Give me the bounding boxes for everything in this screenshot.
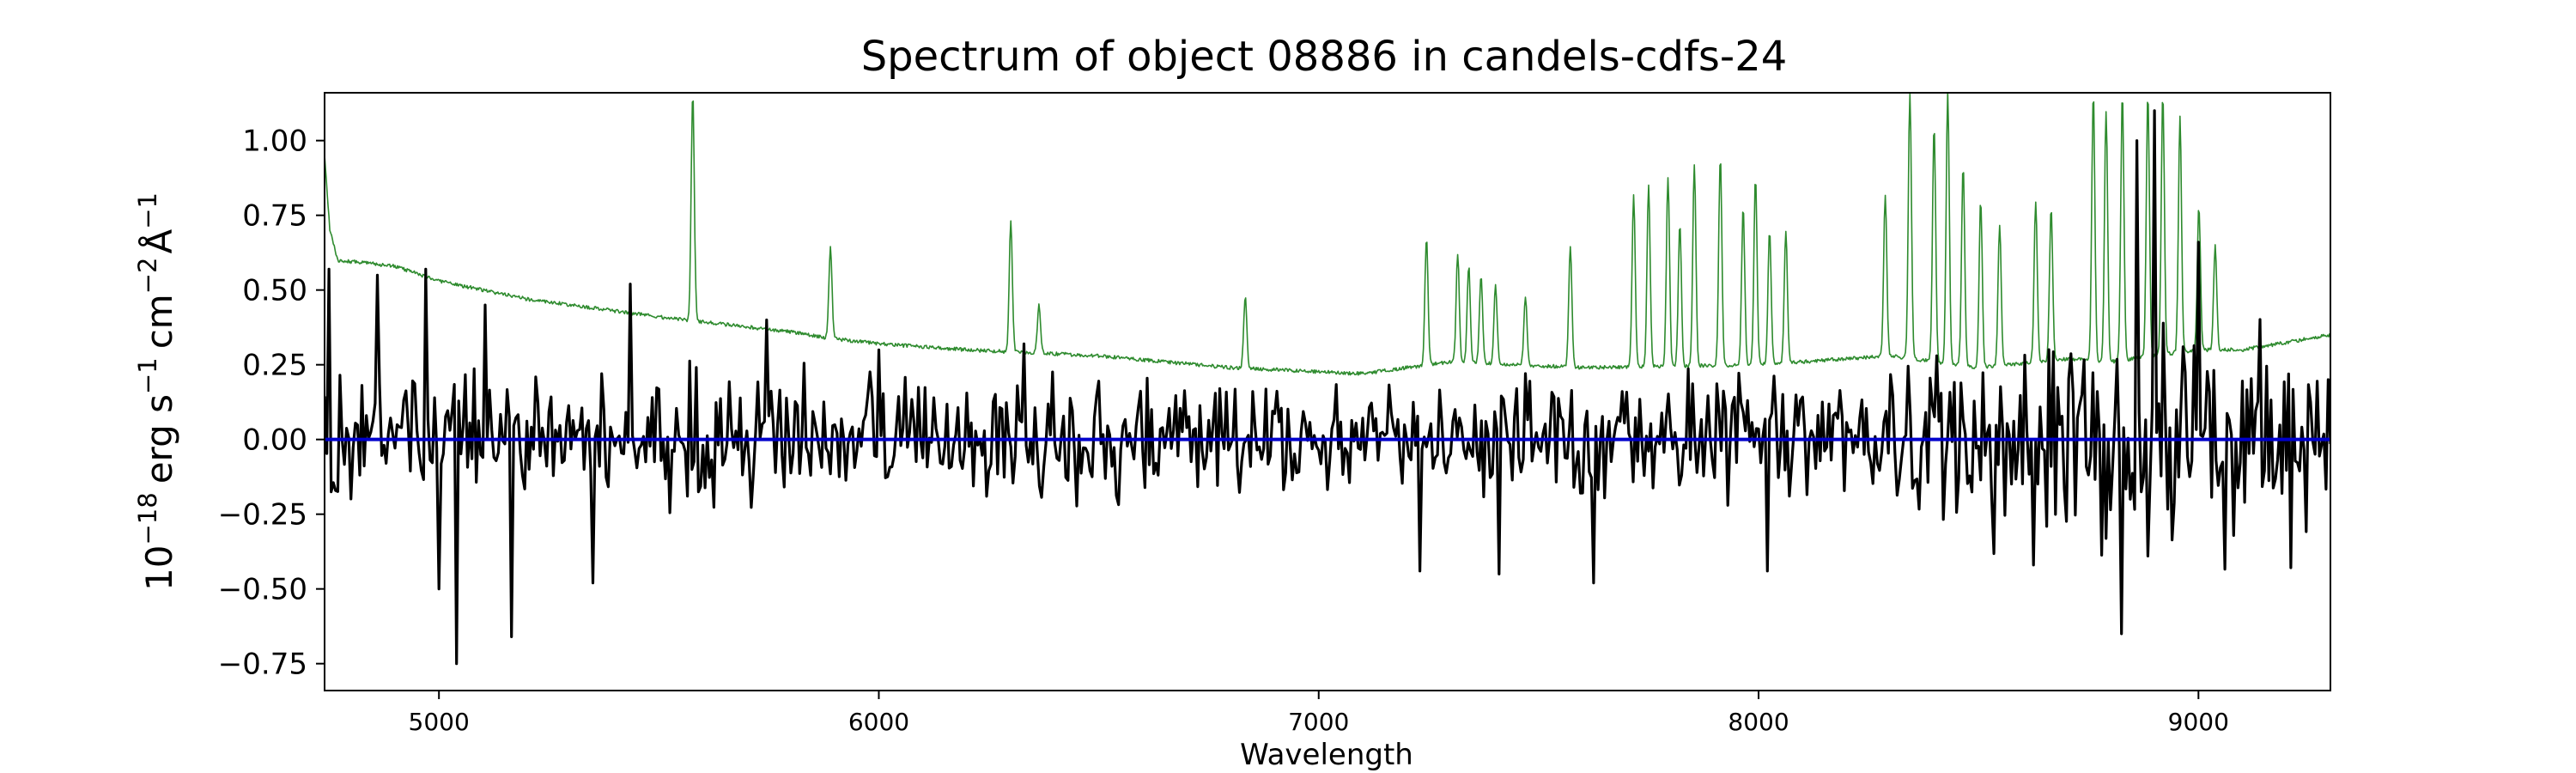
y-label-base: 10 (138, 545, 180, 591)
y-tick-label: 0.25 (242, 349, 307, 383)
y-axis-ticks: −0.75 −0.50 −0.25 0.00 0.25 0.50 0.75 1.00 (218, 125, 325, 682)
y-label-base-exp: −18 (133, 492, 162, 545)
y-label-exp2: −2 (133, 258, 162, 295)
y-label-unit2: cm (138, 294, 180, 349)
x-tick-label: 5000 (409, 708, 470, 736)
x-tick-label: 8000 (1728, 708, 1789, 736)
error-spectrum-line (325, 93, 2330, 376)
x-tick-label: 6000 (848, 708, 909, 736)
y-tick-label: −0.50 (218, 573, 307, 607)
y-tick-label: −0.75 (218, 648, 307, 682)
flux-spectrum-line (325, 109, 2330, 666)
y-label-unit3: Å (137, 229, 180, 254)
y-label-unit1: erg s (138, 394, 180, 484)
y-axis-label: 10−18erg s−1cm−2Å−1 (133, 192, 180, 591)
y-label-exp3: −1 (133, 192, 162, 229)
x-axis-ticks: 5000 6000 7000 8000 9000 (409, 691, 2229, 736)
x-tick-label: 7000 (1288, 708, 1349, 736)
y-tick-label: 1.00 (242, 125, 307, 159)
axes-frame (324, 92, 2331, 691)
plot-area (325, 93, 2330, 666)
y-label-exp1: −1 (133, 357, 162, 394)
x-axis-label: Wavelength (1240, 738, 1413, 772)
x-tick-label: 9000 (2168, 708, 2229, 736)
chart-title: Spectrum of object 08886 in candels-cdfs… (861, 33, 1788, 81)
y-tick-label: −0.25 (218, 498, 307, 533)
y-tick-label: 0.00 (242, 423, 307, 458)
y-tick-label: 0.50 (242, 274, 307, 308)
y-tick-label: 0.75 (242, 199, 307, 234)
